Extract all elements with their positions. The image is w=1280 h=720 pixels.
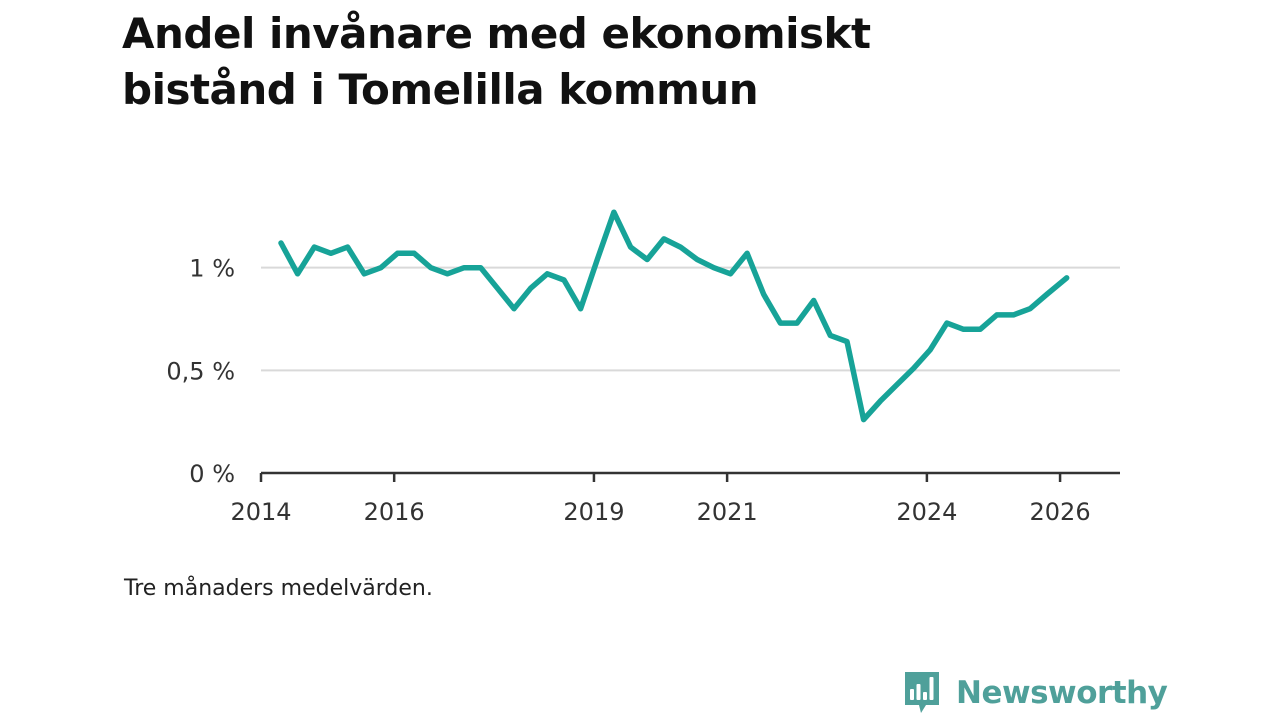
x-tick-label: 2021 xyxy=(697,498,758,526)
chart-title: Andel invånare med ekonomiskt bistånd i … xyxy=(122,9,871,114)
x-tick-label: 2014 xyxy=(230,498,291,526)
grid-lines xyxy=(261,266,1120,372)
series-layer xyxy=(278,209,1070,423)
x-tick-label: 2019 xyxy=(563,498,624,526)
x-tick-label: 2024 xyxy=(896,498,957,526)
brand-logo[interactable]: Newsworthy xyxy=(902,669,1168,717)
x-tick-label: 2026 xyxy=(1030,498,1091,526)
line-chart: 0 % 0,5 % 1 % 2014 2016 2019 2021 2024 2026 xyxy=(166,209,1120,526)
y-axis-labels: 0 % 0,5 % 1 % xyxy=(166,255,235,488)
bar-chart-bubble-icon xyxy=(905,672,939,713)
x-tick-label: 2016 xyxy=(364,498,425,526)
y-tick-label: 1 % xyxy=(189,255,235,283)
chart-note: Tre månaders medelvärden. xyxy=(124,576,433,601)
brand-name: Newsworthy xyxy=(956,675,1168,711)
x-axis xyxy=(259,471,1120,482)
x-axis-labels: 2014 2016 2019 2021 2024 2026 xyxy=(230,498,1090,526)
y-tick-label: 0 % xyxy=(189,460,235,488)
series-line xyxy=(278,209,1070,423)
y-tick-label: 0,5 % xyxy=(166,357,235,385)
